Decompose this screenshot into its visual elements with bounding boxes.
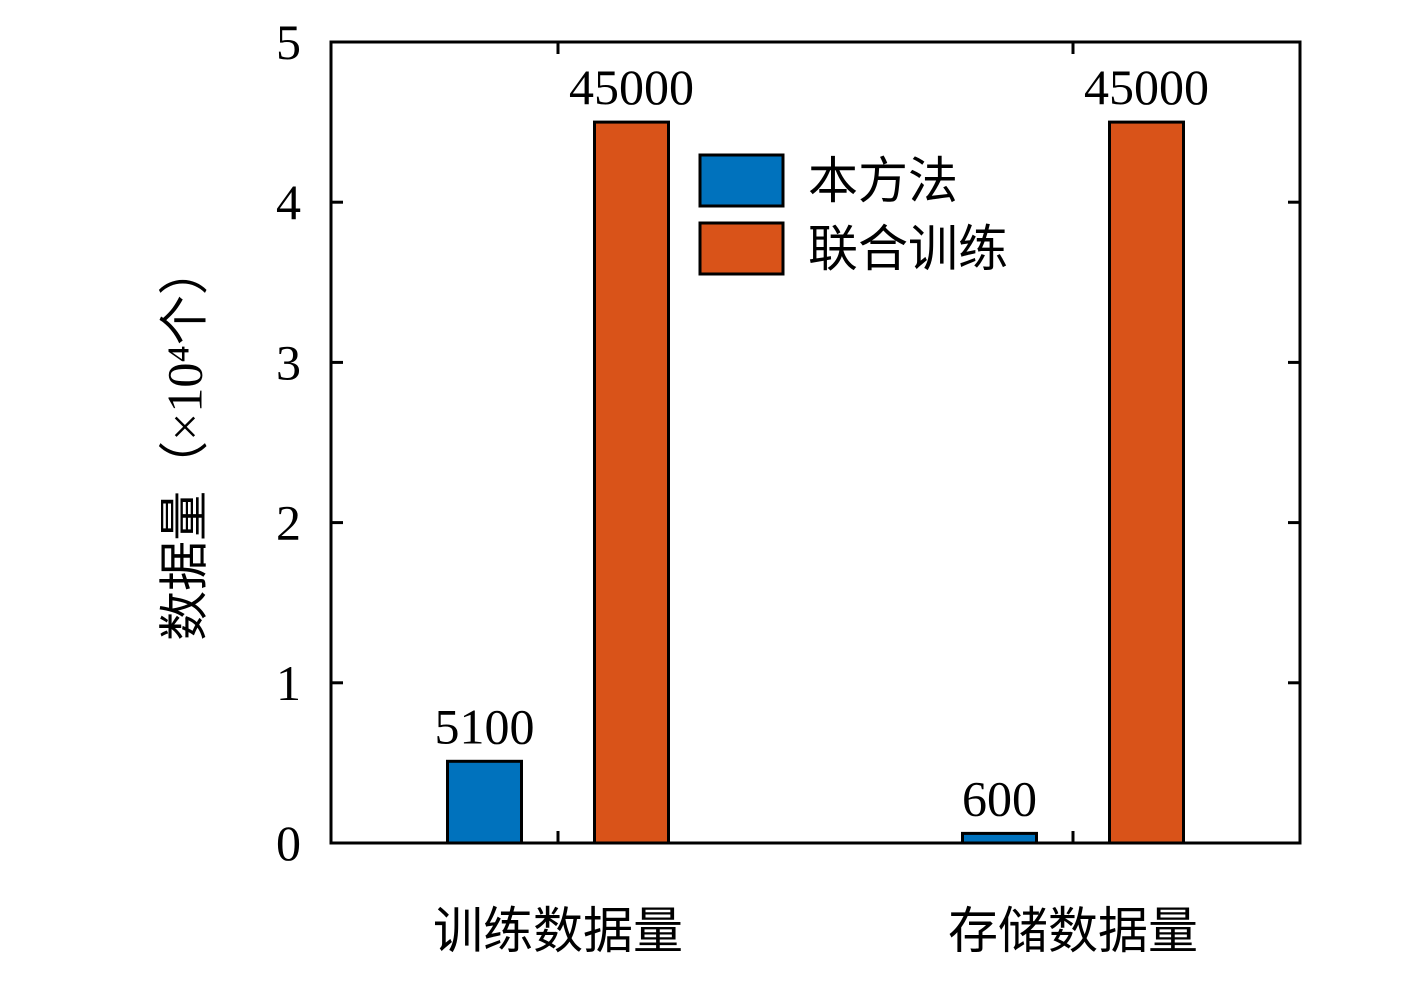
- data-label: 45000: [1084, 59, 1209, 115]
- y-tick-label: 1: [276, 655, 301, 711]
- plot-frame: [329, 40, 1302, 845]
- y-tick-label: 5: [276, 14, 301, 70]
- x-tick-label: 训练数据量: [433, 903, 683, 959]
- data-label: 45000: [569, 59, 694, 115]
- legend-swatch: [698, 221, 785, 276]
- data-label: 5100: [435, 698, 535, 754]
- legend-swatch: [698, 153, 785, 208]
- bar: [446, 759, 523, 845]
- y-tick-label: 0: [276, 815, 301, 871]
- bar: [1108, 120, 1185, 845]
- data-label: 600: [962, 770, 1037, 826]
- y-tick-label: 4: [276, 174, 301, 230]
- bar: [593, 120, 670, 845]
- legend-label: 本方法: [808, 153, 958, 209]
- y-tick-label: 2: [276, 495, 301, 551]
- legend-label: 联合训练: [808, 221, 1008, 277]
- y-axis-label: 数据量（×10⁴个）: [156, 245, 212, 641]
- y-tick-label: 3: [276, 334, 301, 390]
- x-tick-label: 存储数据量: [948, 903, 1198, 959]
